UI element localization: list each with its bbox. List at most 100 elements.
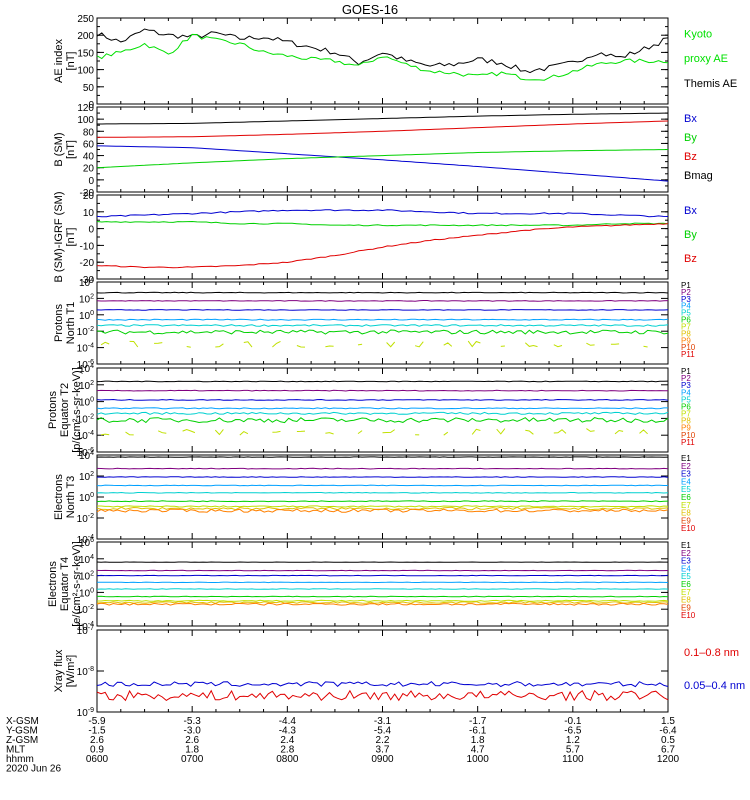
legend-entry: By: [684, 132, 697, 144]
x-row-label: Z-GSM: [6, 735, 38, 746]
series-e4: [96, 484, 668, 487]
x-row-label: MLT: [6, 745, 25, 756]
series-kyoto: [96, 33, 669, 81]
series-p7: [101, 429, 668, 436]
y-tick-exponent: -2: [88, 326, 94, 333]
legend-entry: P7: [681, 322, 691, 331]
x-tick-label: 1100: [562, 754, 584, 765]
legend-entry: P1: [681, 367, 691, 376]
x-tick-label: -0.1: [564, 716, 582, 727]
series-p4: [96, 407, 668, 410]
legend-entry: E10: [681, 524, 696, 533]
series-e3: [96, 574, 669, 577]
legend-entry: P3: [681, 295, 691, 304]
x-axis-table: X-GSM -5.9 -5.3 -4.4 -3.1 -1.7 -0.1 1.5 Y-GSM -1.…: [6, 716, 680, 775]
y-tick-exponent: -2: [88, 413, 94, 420]
series-e5: [96, 491, 669, 494]
y-tick-label: 10-4: [77, 343, 94, 355]
legend-entry: 0.05–0.4 nm: [684, 680, 745, 692]
series-e6: [96, 500, 669, 503]
series-bx: [97, 145, 669, 182]
series-themis-ae: [96, 28, 669, 74]
y-tick-label: 0: [88, 100, 94, 111]
x-tick-label: -6.4: [659, 726, 677, 737]
y-tick-label: 200: [77, 31, 94, 42]
series-by: [96, 149, 669, 169]
y-tick-exponent: 2: [90, 571, 94, 578]
y-axis-label: Electrons: [47, 561, 59, 607]
series-e8: [96, 601, 669, 604]
series-e4: [96, 581, 669, 584]
legend-entry: P11: [681, 350, 695, 359]
y-axis-label: Protons: [53, 304, 65, 342]
series-bz: [96, 223, 669, 269]
y-tick-label: 250: [77, 14, 94, 25]
series-e5: [96, 588, 669, 590]
legend-entry: Bz: [684, 253, 697, 265]
y-axis-label: Xray flux: [53, 649, 65, 692]
legend-entry: E7: [681, 588, 691, 597]
y-tick-label: -30: [80, 275, 95, 286]
y-tick-exponent: 4: [90, 450, 94, 457]
legend-entry: P11: [681, 438, 695, 447]
y-tick-label: 20: [83, 164, 95, 175]
y-axis-label: AE index: [53, 38, 65, 83]
series-p3: [96, 309, 669, 311]
legend-entry: E6: [681, 580, 691, 589]
x-tick-label: 2.4: [280, 735, 294, 746]
legend-entry: P2: [681, 288, 691, 297]
legend-entry: Bz: [684, 151, 697, 163]
x-row-label: Y-GSM: [6, 726, 38, 737]
x-tick-label: 1.2: [566, 735, 580, 746]
legend-entry: proxy AE: [684, 53, 728, 65]
y-axis-label: B (SM): [53, 132, 65, 166]
panel-frame: [96, 194, 669, 280]
legend-entry: P4: [681, 302, 691, 311]
y-axis-label: [p/(cm²-s-sr-keV)]: [71, 367, 83, 453]
panel-ae-index: 0 50 100 150 200 250 AE index [nT] Kyoto proxy AE…: [53, 14, 737, 111]
y-tick-exponent: -4: [88, 621, 94, 628]
legend-entry: E7: [681, 501, 691, 510]
y-tick-exponent: -4: [88, 430, 94, 437]
y-axis-label: [nT]: [65, 140, 77, 159]
y-tick-label: 0: [88, 176, 94, 187]
legend-entry: E6: [681, 493, 691, 502]
series-p6: [96, 417, 669, 424]
x-tick-label: 0600: [86, 754, 109, 765]
y-axis-label: B (SM)-IGRF (SM): [53, 191, 65, 282]
y-tick-label: 60: [83, 139, 95, 150]
x-tick-label: -1.7: [469, 716, 487, 727]
panel-frame: [96, 454, 669, 540]
y-tick-exponent: 0: [90, 397, 94, 404]
series-bmag: [97, 112, 668, 125]
x-tick-label: 0.5: [661, 735, 675, 746]
series-0-05-0-4-nm: [96, 681, 669, 688]
x-tick-label: -1.5: [88, 726, 106, 737]
panel-frame: [96, 281, 669, 365]
x-tick-label: 1.8: [471, 735, 485, 746]
y-tick-exponent: -6: [88, 359, 94, 366]
x-row-label: hhmm: [6, 754, 34, 765]
y-axis-label: North T1: [65, 302, 77, 345]
y-tick-label: 10: [83, 208, 95, 219]
panel-frame: [96, 541, 669, 627]
legend-entry: E2: [681, 549, 691, 558]
x-tick-label: 1.8: [185, 745, 199, 756]
y-tick-exponent: 4: [90, 554, 94, 561]
x-tick-label: -5.3: [184, 716, 202, 727]
y-tick-label: 10-2: [77, 326, 94, 338]
x-tick-label: 0900: [371, 754, 394, 765]
x-tick-label: -6.1: [469, 726, 487, 737]
y-tick-label: 100: [79, 492, 94, 504]
legend-entry: E4: [681, 564, 691, 573]
series-e6: [96, 595, 669, 598]
legend-entry: P6: [681, 316, 691, 325]
legend-entry: E3: [681, 470, 691, 479]
y-tick-label: -20: [80, 188, 95, 199]
y-tick-exponent: 2: [90, 380, 94, 387]
